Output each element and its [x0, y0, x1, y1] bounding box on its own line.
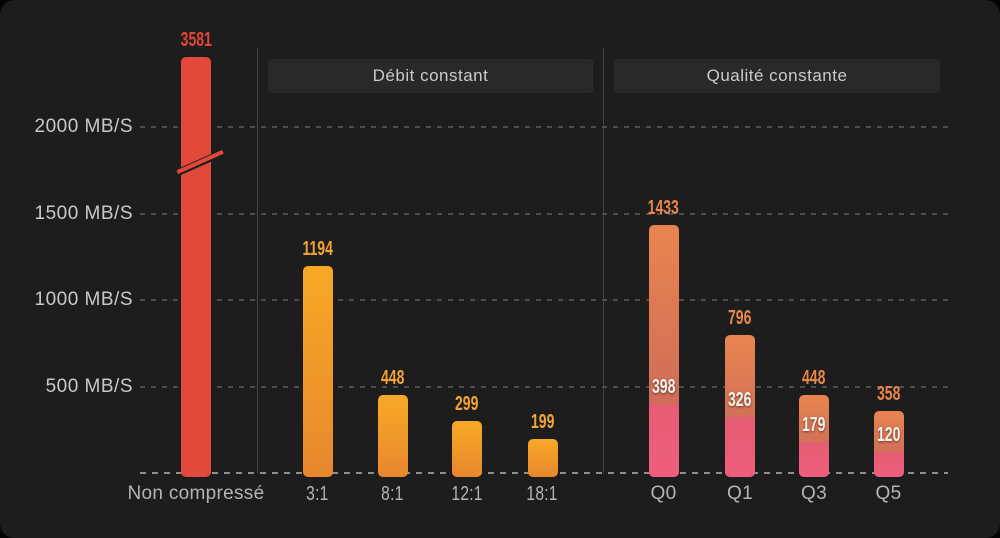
bar-Q0	[648, 225, 679, 477]
bar-secondary-Q1	[725, 417, 755, 477]
x-axis-label-Q1: Q1	[727, 483, 753, 504]
gridline-500	[140, 385, 948, 388]
bar-18:1	[527, 439, 558, 477]
bar-value-Q5-text: 358	[876, 383, 901, 405]
bar-value-12:1: 299	[407, 394, 527, 414]
bar-secondary-value-Q1: 326	[680, 390, 800, 410]
bar-secondary-Q3	[799, 442, 829, 477]
section-header-qualite-constante: Qualité constante	[614, 59, 940, 93]
y-axis-label-2000: 2000 MB/S	[34, 116, 133, 137]
bar-value-Non compressé-text: 3581	[180, 29, 212, 51]
bar-value-3:1: 1194	[258, 239, 378, 259]
bar-secondary-Q0	[648, 404, 679, 477]
bar-value-3:1-text: 1194	[302, 238, 333, 260]
gridline-1500	[140, 212, 948, 215]
bar-Non compressé	[181, 57, 211, 477]
x-axis-label-3:1: 3:1	[238, 483, 398, 505]
x-axis-label-Q3: Q3	[801, 483, 827, 504]
section-divider-right	[603, 48, 604, 473]
bar-secondary-value-Q0-text: 398	[651, 376, 676, 398]
x-axis-label-text: 3:1	[306, 483, 329, 505]
bar-12:1	[452, 421, 482, 477]
bar-Q5	[873, 411, 904, 477]
bar-value-Q1: 796	[680, 308, 800, 328]
bar-value-Non compressé: 3581	[136, 30, 256, 50]
bar-secondary-value-Q5-text: 120	[876, 424, 901, 446]
section-divider-left	[257, 48, 258, 473]
x-axis-label-12:1: 12:1	[387, 483, 547, 505]
bar-secondary-value-Q1-text: 326	[728, 389, 752, 411]
bar-Q3	[799, 395, 829, 477]
section-header-label: Qualité constante	[706, 66, 848, 85]
bar-value-8:1-text: 448	[380, 367, 405, 389]
y-axis-label-1500: 1500 MB/S	[34, 202, 133, 224]
x-axis-label-Q0: Q0	[650, 483, 677, 504]
x-axis-label-18:1: 18:1	[463, 483, 623, 505]
bar-secondary-value-Q0: 398	[604, 377, 724, 397]
x-axis-label-text: 12:1	[451, 483, 483, 505]
x-axis-label-Non compressé: Non compressé	[127, 483, 265, 504]
bar-8:1	[377, 395, 408, 477]
x-axis-label-8:1: 8:1	[313, 483, 473, 505]
bar-secondary-value-Q3-text: 179	[802, 414, 826, 436]
bar-Q1	[725, 335, 755, 477]
bar-value-18:1: 199	[483, 412, 603, 432]
y-axis-label-500: 500 MB/S	[45, 375, 133, 397]
bar-value-8:1: 448	[333, 368, 453, 388]
bar-value-Q3-text: 448	[802, 367, 826, 389]
bar-value-Q5: 358	[829, 384, 949, 404]
gridline-1000	[140, 299, 948, 301]
bar-secondary-value-Q5: 120	[829, 425, 949, 445]
bar-value-Q0-text: 1433	[647, 197, 680, 219]
bar-secondary-value-Q3: 179	[754, 415, 874, 435]
y-axis-label-1000: 1000 MB/S	[34, 289, 133, 310]
bar-value-18:1-text: 199	[530, 411, 555, 433]
gridline-2000	[140, 126, 948, 128]
x-axis-label-text: 18:1	[526, 483, 559, 505]
x-axis-label-text: 8:1	[381, 483, 404, 505]
bar-3:1	[302, 266, 333, 477]
section-header-debit-constant: Débit constant	[268, 59, 593, 93]
bar-secondary-Q5	[873, 452, 904, 477]
bar-value-Q3: 448	[754, 368, 874, 388]
section-header-label: Débit constant	[372, 66, 489, 85]
x-axis-label-Q5: Q5	[875, 483, 902, 504]
bar-value-12:1-text: 299	[455, 393, 479, 415]
bar-value-Q0: 1433	[604, 198, 724, 218]
bar-value-Q1-text: 796	[728, 307, 752, 329]
